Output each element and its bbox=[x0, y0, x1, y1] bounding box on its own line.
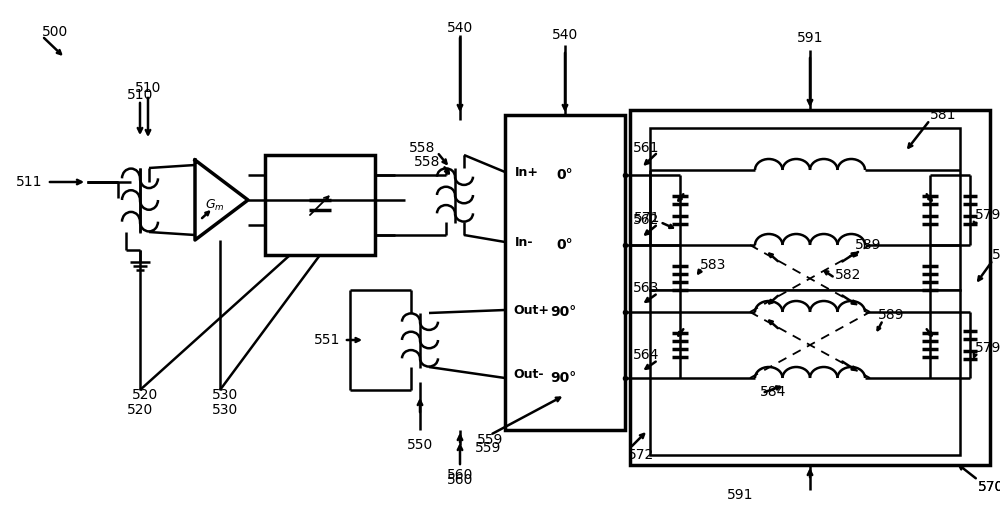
Text: 589: 589 bbox=[878, 308, 904, 322]
Text: 510: 510 bbox=[127, 88, 153, 102]
Bar bbox=[650, 290, 960, 455]
Text: 572: 572 bbox=[628, 448, 654, 462]
Text: 540: 540 bbox=[447, 21, 473, 35]
Text: 581: 581 bbox=[930, 108, 956, 122]
Text: 560: 560 bbox=[447, 468, 473, 482]
Text: Out+: Out+ bbox=[513, 304, 549, 316]
Text: 571: 571 bbox=[634, 211, 660, 225]
Text: 530: 530 bbox=[212, 403, 238, 417]
Text: In-: In- bbox=[515, 236, 534, 249]
Text: 500: 500 bbox=[42, 25, 68, 39]
Text: 579: 579 bbox=[975, 208, 1000, 222]
Text: 511: 511 bbox=[16, 175, 42, 189]
Text: 550: 550 bbox=[407, 438, 433, 452]
Text: 562: 562 bbox=[633, 213, 659, 227]
Text: 570: 570 bbox=[978, 480, 1000, 494]
Text: 563: 563 bbox=[633, 281, 659, 295]
Text: 561: 561 bbox=[633, 141, 660, 155]
Text: 591: 591 bbox=[727, 488, 753, 502]
Bar bbox=[630, 110, 990, 465]
Text: 584: 584 bbox=[760, 385, 786, 399]
Text: 0°: 0° bbox=[557, 168, 573, 182]
Text: 559: 559 bbox=[477, 433, 503, 447]
Text: 570: 570 bbox=[978, 480, 1000, 494]
Text: Out-: Out- bbox=[513, 368, 544, 381]
Text: 90°: 90° bbox=[550, 371, 576, 385]
Text: $G_m$: $G_m$ bbox=[205, 197, 225, 212]
Text: 90°: 90° bbox=[550, 305, 576, 319]
Text: 579: 579 bbox=[975, 341, 1000, 355]
Text: 520: 520 bbox=[127, 403, 153, 417]
Text: 589: 589 bbox=[855, 238, 882, 252]
Text: 558: 558 bbox=[409, 141, 435, 155]
Text: 0°: 0° bbox=[557, 238, 573, 252]
Text: 582: 582 bbox=[835, 268, 861, 282]
Text: 560: 560 bbox=[447, 473, 473, 487]
Text: 583: 583 bbox=[700, 258, 726, 272]
Text: 591: 591 bbox=[797, 31, 823, 45]
Text: 520: 520 bbox=[132, 388, 158, 402]
Text: 540: 540 bbox=[552, 28, 578, 42]
Text: In+: In+ bbox=[515, 165, 539, 179]
Text: 559: 559 bbox=[475, 441, 501, 455]
Bar bbox=[265, 155, 375, 255]
Text: 558: 558 bbox=[414, 155, 440, 169]
Text: 510: 510 bbox=[135, 81, 161, 95]
Text: 564: 564 bbox=[633, 348, 659, 362]
Text: 551: 551 bbox=[314, 333, 340, 347]
Bar bbox=[650, 128, 960, 290]
Bar bbox=[505, 115, 625, 430]
Text: 573: 573 bbox=[992, 248, 1000, 262]
Text: 530: 530 bbox=[212, 388, 238, 402]
